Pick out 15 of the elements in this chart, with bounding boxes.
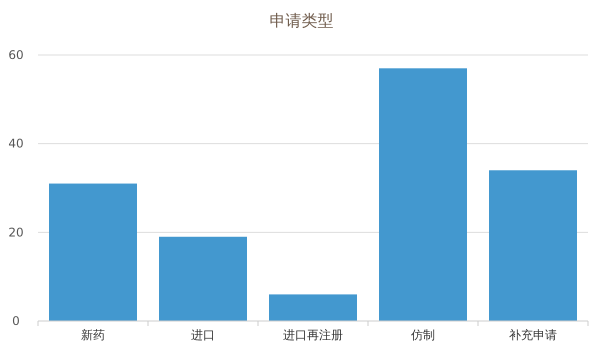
x-tick-label: 进口再注册 bbox=[283, 328, 343, 342]
x-tick-label: 进口 bbox=[191, 328, 215, 342]
bar bbox=[49, 184, 137, 321]
chart-title: 申请类型 bbox=[270, 11, 334, 30]
bar bbox=[269, 294, 357, 321]
y-tick-label: 60 bbox=[8, 48, 24, 62]
y-tick-label: 40 bbox=[8, 136, 24, 151]
x-tick-label: 新药 bbox=[81, 328, 105, 342]
y-tick-label: 0 bbox=[12, 314, 20, 328]
bar bbox=[379, 68, 467, 321]
y-tick-label: 20 bbox=[8, 225, 24, 240]
x-tick-label: 补充申请 bbox=[509, 328, 557, 342]
bar bbox=[159, 236, 247, 321]
x-tick-label: 仿制 bbox=[410, 328, 435, 342]
bar bbox=[489, 170, 577, 321]
